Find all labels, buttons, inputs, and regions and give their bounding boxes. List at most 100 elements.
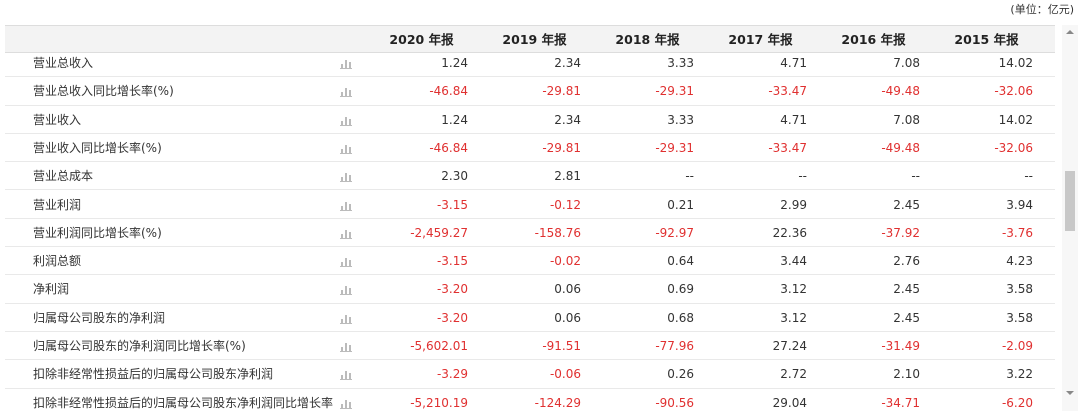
chart-icon[interactable] [340, 229, 352, 239]
value-cell: 0.06 [554, 310, 581, 325]
value-cell: 1.24 [441, 56, 468, 70]
value-cell: -6.20 [1001, 395, 1033, 410]
chart-icon[interactable] [340, 285, 352, 296]
value-cell: 7.08 [893, 112, 920, 127]
value-cell: 1.24 [441, 112, 468, 127]
scrollbar[interactable] [1062, 25, 1078, 411]
row-label: 营业利润同比增长率(%) [33, 225, 162, 240]
data-table: 2020 年报 2019 年报 2018 年报 2017 年报 2016 年报 2015 … [5, 25, 1055, 411]
column-header: 2018 年报 [615, 32, 680, 47]
value-cell: -3.20 [436, 282, 468, 297]
value-cell: 2.34 [554, 56, 581, 70]
value-cell: -- [685, 169, 694, 184]
value-cell: 3.94 [1006, 197, 1033, 212]
value-cell: 3.33 [667, 112, 694, 127]
value-cell: 3.12 [780, 282, 807, 297]
row-label: 营业利润 [33, 197, 82, 212]
value-cell: 2.99 [780, 197, 807, 212]
table-row: 营业利润 -3.15 -0.12 0.21 2.99 2.45 3.94 [5, 191, 1055, 219]
column-header: 2016 年报 [841, 32, 906, 47]
row-label: 营业总成本 [33, 169, 94, 184]
value-cell: -- [1024, 169, 1033, 184]
column-header: 2020 年报 [389, 32, 454, 47]
table-row: 营业收入同比增长率(%) -46.84 -29.81 -29.31 -33.47 -49.… [5, 134, 1055, 163]
chart-icon[interactable] [340, 370, 352, 381]
value-cell: -33.47 [768, 84, 807, 99]
chart-icon[interactable] [340, 201, 352, 211]
value-cell: -31.49 [881, 339, 920, 353]
value-cell: 0.69 [667, 282, 694, 297]
value-cell: 2.72 [780, 367, 807, 382]
chart-icon[interactable] [340, 87, 352, 98]
value-cell: 2.34 [554, 112, 581, 127]
table-row: 净利润 -3.20 0.06 0.69 3.12 2.45 3.58 [5, 275, 1055, 304]
value-cell: -124.29 [534, 395, 581, 410]
value-cell: -2,459.27 [410, 225, 468, 240]
row-label: 营业总收入同比增长率(%) [33, 84, 174, 99]
chart-icon[interactable] [340, 172, 352, 183]
chart-icon[interactable] [340, 399, 352, 409]
value-cell: 14.02 [998, 112, 1033, 127]
row-label: 营业收入同比增长率(%) [33, 140, 162, 155]
value-cell: 2.45 [893, 310, 920, 325]
chart-icon[interactable] [340, 144, 352, 154]
chart-icon[interactable] [340, 59, 352, 69]
value-cell: 0.64 [667, 254, 694, 269]
value-cell: -- [798, 169, 807, 184]
column-header: 2015 年报 [954, 32, 1019, 47]
value-cell: 22.36 [772, 225, 807, 240]
column-header: 2019 年报 [502, 32, 567, 47]
table-row: 营业总成本 2.30 2.81 -- -- -- -- [5, 162, 1055, 191]
value-cell: 2.81 [554, 169, 581, 184]
value-cell: -0.06 [549, 367, 581, 382]
chart-icon[interactable] [340, 314, 352, 324]
value-cell: -5,602.01 [410, 339, 468, 353]
table-row: 营业总收入 1.24 2.34 3.33 4.71 7.08 14.02 [5, 49, 1055, 78]
table-row: 营业总收入同比增长率(%) -46.84 -29.81 -29.31 -33.47 -49… [5, 77, 1055, 106]
value-cell: -- [911, 169, 920, 184]
table-row: 归属母公司股东的净利润 -3.20 0.06 0.68 3.12 2.45 3.58 [5, 304, 1055, 332]
value-cell: -34.71 [881, 395, 920, 410]
value-cell: -49.48 [881, 84, 920, 99]
value-cell: -3.20 [436, 310, 468, 325]
value-cell: -46.84 [429, 140, 468, 155]
value-cell: 0.06 [554, 282, 581, 297]
value-cell: -0.12 [549, 197, 581, 212]
value-cell: 29.04 [772, 395, 807, 410]
chart-icon[interactable] [340, 342, 352, 352]
value-cell: -33.47 [768, 140, 807, 155]
row-label: 营业收入 [33, 112, 82, 127]
table-row: 扣除非经常性损益后的归属母公司股东净利润 -3.29 -0.06 0.26 2.72 2.… [5, 360, 1055, 389]
value-cell: -3.76 [1001, 225, 1033, 240]
table-row: 营业收入 1.24 2.34 3.33 4.71 7.08 14.02 [5, 106, 1055, 134]
chart-icon[interactable] [340, 116, 352, 126]
value-cell: -90.56 [655, 395, 694, 410]
unit-label: (单位：亿元) [1010, 3, 1074, 16]
value-cell: -92.97 [655, 225, 694, 240]
value-cell: 2.45 [893, 282, 920, 297]
value-cell: 3.33 [667, 56, 694, 70]
value-cell: 2.10 [893, 367, 920, 382]
row-label: 营业总收入 [33, 56, 94, 70]
value-cell: -29.81 [542, 140, 581, 155]
value-cell: -77.96 [655, 339, 694, 353]
value-cell: -91.51 [542, 339, 581, 353]
value-cell: -29.31 [655, 84, 694, 99]
value-cell: -46.84 [429, 84, 468, 99]
value-cell: 3.22 [1006, 367, 1033, 382]
value-cell: 4.71 [780, 112, 807, 127]
value-cell: 27.24 [772, 339, 807, 353]
value-cell: 4.71 [780, 56, 807, 70]
row-label: 归属母公司股东的净利润 [33, 310, 166, 325]
value-cell: -2.09 [1001, 339, 1033, 353]
value-cell: -32.06 [994, 140, 1033, 155]
value-cell: 14.02 [998, 56, 1033, 70]
value-cell: -37.92 [881, 225, 920, 240]
header-row [5, 26, 1055, 53]
chart-icon[interactable] [340, 257, 352, 268]
value-cell: -3.15 [436, 197, 468, 212]
value-cell: -32.06 [994, 84, 1033, 99]
scrollbar-graphic [1065, 30, 1075, 395]
value-cell: 3.12 [780, 310, 807, 325]
value-cell: -3.29 [436, 367, 468, 382]
